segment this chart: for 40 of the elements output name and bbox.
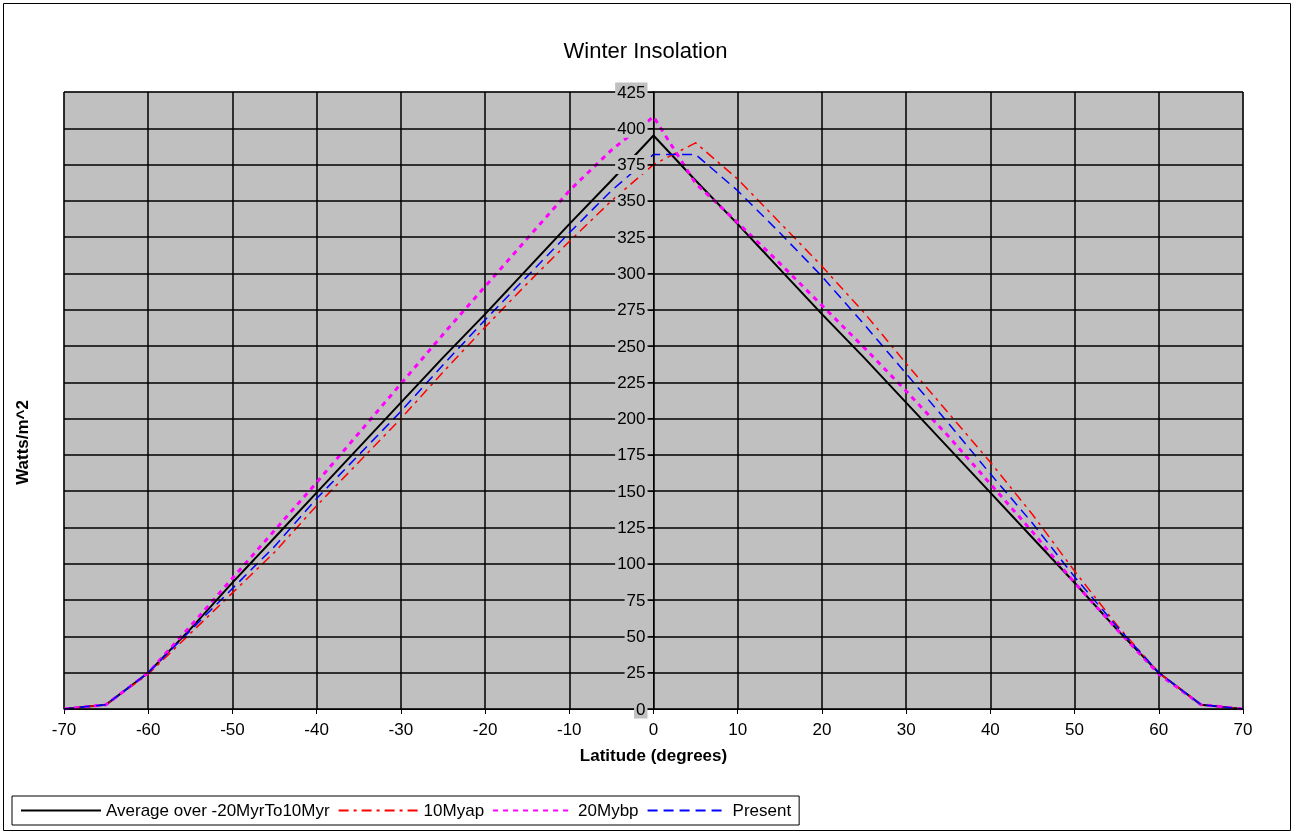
y-tick-label: 50: [626, 626, 646, 646]
y-axis-title: Watts/m^2: [13, 399, 32, 485]
x-tick-label: 60: [1149, 720, 1169, 739]
x-tick-label: -10: [557, 720, 582, 739]
legend-label: Present: [732, 801, 792, 820]
y-tick-label: 400: [617, 118, 646, 138]
x-tick-label: 70: [1233, 720, 1253, 739]
y-tick-label: 25: [626, 663, 646, 683]
y-tick-label: 300: [617, 263, 646, 283]
x-tick-label: -50: [220, 720, 245, 739]
y-tick-label: 125: [617, 518, 646, 538]
y-tick-label: 375: [617, 155, 646, 175]
x-tick-label: -40: [304, 720, 329, 739]
x-tick-label: 50: [1065, 720, 1085, 739]
x-tick-label: 0: [648, 720, 659, 739]
x-tick-label: -30: [388, 720, 414, 739]
x-tick-label: -70: [51, 720, 77, 739]
y-tick-label: 150: [617, 481, 646, 501]
y-tick-label: 425: [617, 82, 646, 102]
legend-label: 10Myap: [423, 801, 485, 820]
chart-title: Winter Insolation: [563, 37, 728, 63]
x-tick-label: -60: [135, 720, 161, 739]
y-tick-label: 175: [617, 445, 646, 465]
x-tick-label: 30: [896, 720, 916, 739]
y-tick-label: 225: [617, 372, 646, 392]
y-tick-label: 200: [617, 409, 646, 429]
y-tick-label: 350: [617, 191, 646, 211]
legend-label: Average over -20MyrTo10Myr: [106, 801, 330, 820]
y-tick-label: 0: [636, 699, 646, 719]
y-tick-label: 75: [626, 590, 646, 610]
x-tick-label: 20: [812, 720, 832, 739]
x-tick-label: -20: [472, 720, 498, 739]
x-tick-label: 40: [980, 720, 1000, 739]
y-tick-label: 275: [617, 300, 646, 320]
y-tick-label: 325: [617, 227, 646, 247]
x-axis-title: Latitude (degrees): [579, 746, 728, 765]
y-tick-label: 250: [617, 336, 646, 356]
legend-label: 20Mybp: [578, 801, 639, 820]
x-tick-label: 10: [728, 720, 748, 739]
y-tick-label: 100: [617, 554, 646, 574]
